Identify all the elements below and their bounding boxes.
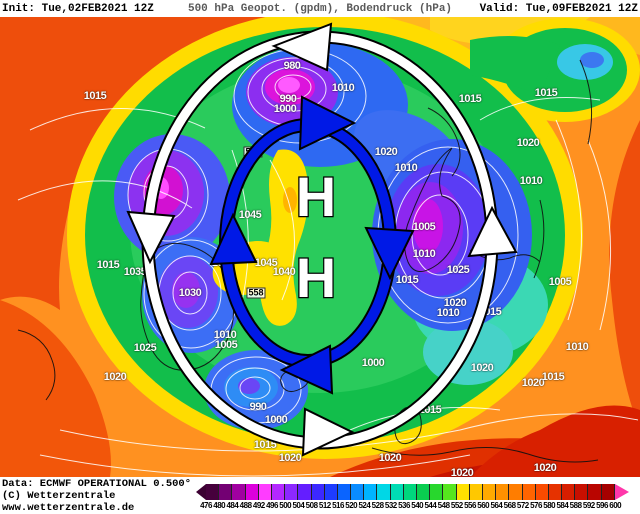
colorbar-segment [324, 484, 338, 500]
colorbar-tick: 488 [239, 501, 252, 510]
colorbar-segment [548, 484, 563, 500]
colorbar-segment [206, 484, 220, 500]
data-source-line: Data: ECMWF OPERATIONAL 0.500° [2, 478, 192, 490]
colorbar-segment [469, 484, 483, 500]
header-bar: Init: Tue,02FEB2021 12Z 500 hPa Geopot. … [0, 0, 640, 17]
colorbar-segment [403, 484, 417, 500]
map-area [0, 17, 640, 477]
colorbar-segment [430, 484, 444, 500]
geopotential-field [0, 17, 640, 477]
colorbar-tick: 580 [543, 501, 556, 510]
colorbar-segment [456, 484, 470, 500]
colorbar-segment [443, 484, 457, 500]
colorbar-tick: 524 [358, 501, 371, 510]
colorbar-segment [417, 484, 431, 500]
colorbar-segment [562, 484, 576, 500]
colorbar-tick: 596 [596, 501, 608, 510]
colorbar-tick: 568 [503, 501, 516, 510]
colorbar-segment [575, 484, 589, 500]
colorbar-segment [482, 484, 497, 500]
colorbar-tick: 504 [292, 501, 305, 510]
copyright-line: (C) Wetterzentrale [2, 490, 116, 502]
colorbar-tick: 544 [424, 501, 437, 510]
colorbar-tick: 492 [252, 501, 265, 510]
colorbar-segment [522, 484, 536, 500]
colorbar-tick: 552 [450, 501, 463, 510]
colorbar-tick: 592 [582, 501, 595, 510]
colorbar-tick: 584 [556, 501, 569, 510]
colorbar-tick: 508 [305, 501, 318, 510]
colorbar-tick: 536 [398, 501, 410, 510]
map-title: 500 hPa Geopot. (gpdm), Bodendruck (hPa) [187, 2, 453, 15]
footer-bar: Data: ECMWF OPERATIONAL 0.500° (C) Wette… [0, 477, 640, 514]
colorbar-segment [351, 484, 365, 500]
colorbar-tick: 588 [569, 501, 582, 510]
colorbar-segment [535, 484, 549, 500]
colorbar-tick: 532 [384, 501, 397, 510]
colorbar-segment [258, 484, 272, 500]
colorbar-segment [509, 484, 523, 500]
geopotential-colorbar [196, 484, 629, 500]
colorbar-segment [219, 484, 233, 500]
colorbar-segment [364, 484, 378, 500]
colorbar-segment [245, 484, 259, 500]
colorbar-right-cap [614, 484, 629, 500]
colorbar-tick: 528 [371, 501, 384, 510]
colorbar-segment [496, 484, 510, 500]
colorbar-tick: 560 [477, 501, 490, 510]
colorbar-tick: 556 [464, 501, 476, 510]
colorbar-segment [601, 484, 615, 500]
colorbar-segment [337, 484, 352, 500]
colorbar-tick: 516 [332, 501, 344, 510]
colorbar-tick: 572 [516, 501, 529, 510]
colorbar-tick: 540 [411, 501, 424, 510]
colorbar-segment [298, 484, 312, 500]
colorbar-tick: 576 [530, 501, 542, 510]
colorbar-tick: 600 [609, 501, 622, 510]
colorbar-tick: 564 [490, 501, 503, 510]
colorbar-tick: 484 [226, 501, 239, 510]
colorbar-segment [588, 484, 602, 500]
colorbar-tick: 476 [200, 501, 212, 510]
init-time: Init: Tue,02FEB2021 12Z [2, 2, 154, 15]
colorbar-tick: 500 [279, 501, 292, 510]
valid-time: Valid: Tue,09FEB2021 12Z [479, 2, 638, 15]
colorbar-segment [232, 484, 246, 500]
colorbar-tick: 512 [318, 501, 331, 510]
colorbar-segment [271, 484, 286, 500]
colorbar-tick: 496 [266, 501, 278, 510]
colorbar-segment [377, 484, 391, 500]
colorbar-segment [390, 484, 404, 500]
colorbar-left-cap [196, 484, 206, 500]
colorbar-tick: 480 [213, 501, 226, 510]
colorbar-segment [285, 484, 299, 500]
colorbar-tick: 520 [345, 501, 358, 510]
website-line: www.wetterzentrale.de [2, 502, 135, 514]
colorbar-segment [311, 484, 325, 500]
colorbar-tick: 548 [437, 501, 450, 510]
